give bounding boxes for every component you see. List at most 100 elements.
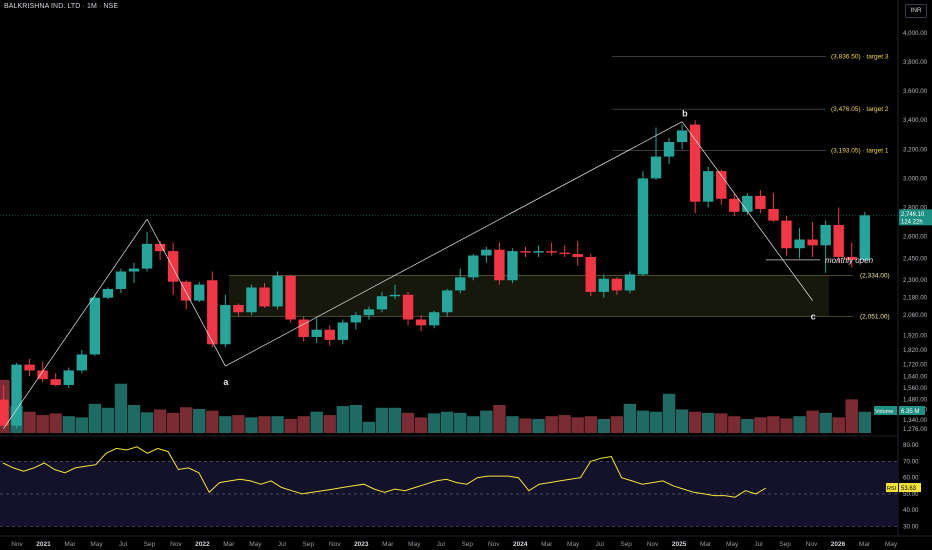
volume-bar: [571, 417, 584, 433]
candle-body: [246, 287, 257, 313]
candle-body: [729, 198, 740, 212]
candle-body: [833, 224, 844, 257]
price-tick-label: 2,450.00: [903, 255, 928, 262]
volume-bar: [323, 415, 336, 433]
volume-value: 6.35 M: [901, 409, 919, 415]
bar-countdown: 124 22h: [901, 219, 923, 225]
price-tick-label: 3,600.00: [903, 88, 928, 95]
volume-bar: [127, 405, 141, 433]
candle-body: [37, 370, 48, 380]
price-tick-label: 1,720.00: [903, 362, 928, 369]
candle-body: [442, 290, 453, 313]
volume-bar: [623, 403, 637, 433]
volume-bar: [597, 419, 610, 433]
candle-body: [637, 178, 649, 275]
candle-body: [598, 278, 609, 292]
volume-bar: [728, 416, 741, 433]
price-tick-label: 3,800.00: [903, 59, 928, 66]
volume-bar: [414, 417, 428, 433]
volume-bar: [193, 408, 206, 433]
target-label: (3,476.05) · target 2: [831, 106, 889, 113]
volume-bar: [219, 416, 232, 433]
candle-body: [272, 275, 283, 307]
candle-body: [689, 124, 701, 202]
volume-value-tag: [899, 406, 925, 415]
volume-bar: [767, 416, 780, 433]
candle-body: [481, 249, 492, 256]
volume-bar: [519, 418, 532, 433]
candle-body: [507, 251, 518, 281]
candle-body: [663, 142, 675, 157]
volume-bar: [454, 412, 467, 433]
candle-body: [220, 304, 231, 345]
candle-body: [755, 195, 766, 209]
volume-bar: [375, 407, 389, 433]
candle-body: [716, 171, 727, 199]
volume-bar: [166, 412, 180, 433]
volume-bar: [806, 410, 819, 433]
monthly-open-label: monthly open: [825, 256, 874, 265]
candle-body: [324, 329, 335, 340]
candle-body: [207, 280, 218, 345]
time-tick-label: 2022: [195, 541, 210, 548]
price-tick-label: 2,300.00: [903, 277, 928, 284]
time-tick-label: Jul: [596, 541, 605, 548]
price-tick-label: 2,060.00: [903, 312, 928, 319]
time-tick-label: Mar: [700, 541, 712, 548]
candle-body: [363, 309, 375, 316]
rsi-tick-label: 70.00: [903, 458, 919, 465]
price-tick-label: 1,560.00: [903, 385, 928, 392]
price-tick-label: 3,000.00: [903, 175, 928, 182]
candle-body: [0, 399, 9, 426]
volume-bar: [206, 410, 219, 433]
candle-body: [768, 208, 779, 221]
volume-bar: [388, 407, 402, 433]
volume-legend-label: Volume: [875, 409, 893, 415]
volume-bar: [427, 413, 441, 433]
zone-top-label: (2,334.00): [860, 272, 890, 279]
volume-bar: [532, 419, 545, 433]
volume-bar: [480, 410, 493, 433]
candle-body: [572, 254, 583, 257]
rsi-tick-label: 40.00: [903, 507, 919, 514]
time-tick-label: May: [726, 541, 739, 548]
price-tick-label: 1,480.00: [903, 397, 928, 404]
candle-body: [468, 255, 479, 278]
time-tick-label: 2024: [513, 541, 528, 548]
candle-body: [389, 294, 401, 297]
volume-bar: [336, 406, 349, 433]
rsi-value: 53.63: [901, 486, 917, 492]
candle-body: [402, 294, 414, 320]
volume-bar: [140, 412, 154, 433]
volume-bar: [662, 393, 676, 433]
time-tick-label: Mar: [541, 541, 553, 548]
candle-body: [846, 256, 857, 260]
rsi-line: [2, 446, 767, 498]
candle-body: [703, 171, 714, 202]
candle-body: [559, 252, 570, 255]
candle-body: [102, 288, 114, 298]
volume-bar: [362, 421, 376, 433]
time-tick-label: Sep: [144, 541, 156, 548]
volume-bar: [441, 411, 454, 433]
candle-body: [141, 243, 153, 269]
candle-body: [89, 297, 101, 355]
time-tick-label: May: [90, 541, 103, 548]
candle-body: [428, 312, 440, 326]
candle-body: [585, 256, 596, 292]
rsi-tick-label: 80.00: [903, 442, 919, 449]
candle-body: [546, 251, 557, 253]
volume-bar: [688, 411, 702, 433]
volume-bar: [49, 413, 62, 433]
price-tick-label: 3,200.00: [903, 146, 928, 153]
candle-body: [794, 239, 805, 249]
candle-body: [167, 251, 179, 282]
currency-selector[interactable]: INR: [905, 4, 927, 18]
volume-bar: [75, 417, 88, 433]
time-tick-label: Nov: [11, 541, 23, 548]
volume-bar: [62, 416, 75, 433]
volume-bar: [649, 411, 663, 433]
candle-body: [194, 284, 205, 301]
time-tick-label: Nov: [806, 541, 818, 548]
